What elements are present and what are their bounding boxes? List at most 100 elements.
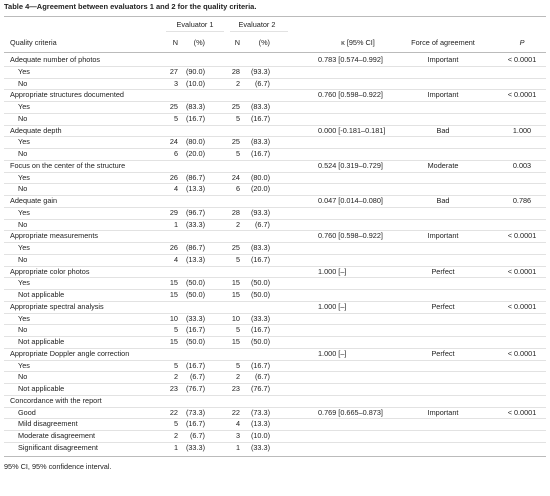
pct-cell: (10.0): [250, 431, 270, 440]
option-cell: Significant disagreement: [18, 442, 98, 452]
pct-cell: (16.7): [250, 325, 270, 335]
row-rule: [4, 383, 546, 384]
p-cell: < 0.0001: [507, 231, 537, 241]
n-cell: 15: [169, 290, 178, 299]
n-cell: 5: [235, 254, 240, 264]
pct-cell: (33.3): [185, 442, 205, 452]
n-cell: 22: [231, 407, 240, 417]
pct-cell: (33.3): [250, 442, 270, 452]
header-cell: P: [519, 38, 525, 47]
p-cell: < 0.0001: [507, 348, 537, 358]
n-cell: 2: [235, 219, 240, 229]
n-cell: 15: [231, 278, 240, 288]
pct-cell: (10.0): [185, 78, 205, 88]
n-cell: 5: [235, 325, 240, 335]
p-cell: 0.786: [512, 196, 532, 205]
n-cell: 6: [235, 184, 240, 194]
footnote: 95% CI, 95% confidence interval.: [4, 461, 112, 471]
pct-cell: (50.0): [250, 278, 270, 288]
criterion-cell: Appropriate structures documented: [10, 90, 124, 100]
n-cell: 23: [169, 384, 178, 393]
kappa-cell: 0.760 [0.598–0.922]: [318, 231, 383, 241]
p-cell: < 0.0001: [507, 407, 537, 417]
header-cell: Force of agreement: [411, 38, 475, 47]
criterion-cell: Appropriate color photos: [10, 266, 90, 276]
pct-cell: (80.0): [185, 137, 205, 147]
pct-cell: (13.3): [250, 419, 270, 429]
force-cell: Important: [427, 55, 459, 64]
p-cell: < 0.0001: [507, 266, 537, 276]
rule: [230, 31, 288, 32]
n-cell: 15: [169, 337, 178, 346]
pct-cell: (6.7): [189, 372, 205, 382]
pct-cell: (86.7): [185, 172, 205, 182]
pct-cell: (33.3): [185, 313, 205, 323]
option-cell: Good: [18, 407, 36, 417]
row-rule: [4, 65, 546, 67]
option-cell: No: [18, 254, 28, 264]
n-cell: 15: [169, 278, 178, 288]
n-cell: 1: [173, 219, 178, 229]
header-cell: (%): [193, 38, 205, 47]
n-cell: 10: [231, 313, 240, 323]
row-rule: [4, 206, 546, 208]
pct-cell: (50.0): [250, 290, 270, 299]
row-rule: [4, 312, 546, 314]
pct-cell: (13.3): [185, 254, 205, 264]
row-rule: [4, 359, 546, 361]
row-rule: [4, 136, 546, 138]
pct-cell: (33.3): [185, 219, 205, 229]
option-cell: Moderate disagreement: [18, 431, 96, 440]
option-cell: Yes: [18, 278, 30, 288]
kappa-cell: 0.000 [-0.181–0.181]: [318, 125, 386, 135]
p-cell: < 0.0001: [507, 55, 537, 64]
pct-cell: (16.7): [185, 419, 205, 429]
header-cell: Quality criteria: [10, 38, 57, 47]
option-cell: Not applicable: [18, 337, 65, 346]
row-rule: [4, 455, 546, 457]
criterion-cell: Adequate depth: [10, 125, 62, 135]
n-cell: 5: [173, 325, 178, 335]
n-cell: 26: [169, 243, 178, 252]
option-cell: Yes: [18, 243, 30, 252]
n-cell: 2: [235, 372, 240, 382]
n-cell: 2: [173, 372, 178, 382]
n-cell: 10: [169, 313, 178, 323]
n-cell: 29: [169, 207, 178, 217]
pct-cell: (96.7): [185, 207, 205, 217]
n-cell: 28: [231, 207, 240, 217]
n-cell: 27: [169, 66, 178, 76]
force-cell: Perfect: [431, 301, 455, 311]
criterion-cell: Appropriate Doppler angle correction: [10, 348, 130, 358]
p-cell: 0.003: [512, 160, 532, 170]
row-rule: [4, 277, 546, 279]
header-cell: N: [172, 38, 178, 47]
n-cell: 2: [173, 431, 178, 440]
pct-cell: (16.7): [250, 254, 270, 264]
n-cell: 1: [235, 442, 240, 452]
n-cell: 4: [235, 419, 240, 429]
criterion-cell: Adequate gain: [10, 196, 58, 205]
row-rule: [4, 112, 546, 114]
header-cell: κ [95% CI]: [341, 38, 375, 47]
kappa-cell: 0.783 [0.574–0.992]: [318, 55, 383, 64]
row-rule: [4, 230, 546, 232]
pct-cell: (76.7): [250, 384, 270, 393]
option-cell: No: [18, 184, 28, 194]
pct-cell: (86.7): [185, 243, 205, 252]
n-cell: 2: [235, 78, 240, 88]
p-cell: < 0.0001: [507, 90, 537, 100]
pct-cell: (90.0): [185, 66, 205, 76]
pct-cell: (20.0): [185, 149, 205, 158]
criterion-cell: Appropriate spectral analysis: [10, 301, 104, 311]
pct-cell: (73.3): [185, 407, 205, 417]
row-rule: [4, 336, 546, 337]
header-cell: Evaluator 1: [176, 20, 214, 29]
pct-cell: (6.7): [189, 431, 205, 440]
n-cell: 5: [235, 149, 240, 158]
force-cell: Important: [427, 90, 459, 100]
pct-cell: (50.0): [185, 278, 205, 288]
option-cell: No: [18, 78, 28, 88]
n-cell: 22: [169, 407, 178, 417]
